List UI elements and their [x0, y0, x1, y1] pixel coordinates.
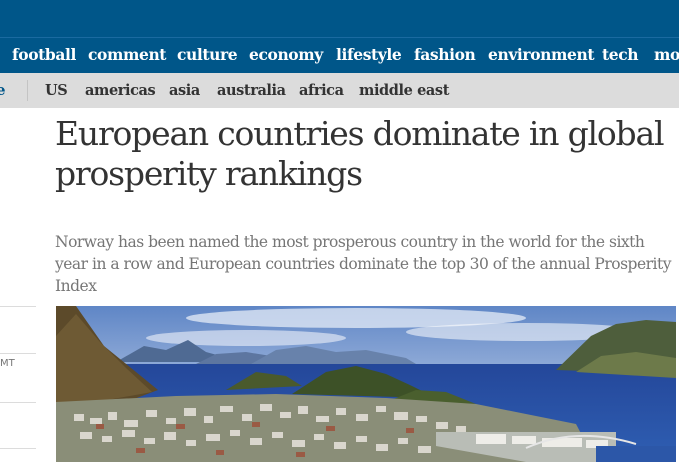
left-sidebar: MT [0, 108, 37, 462]
subnav-edge-fragment[interactable]: e [0, 81, 6, 99]
subnav-item-americas[interactable]: americas [85, 82, 156, 99]
sidebar-divider [0, 448, 36, 449]
main-nav: football comment culture economy lifesty… [0, 37, 679, 73]
subnav-item-australia[interactable]: australia [217, 82, 286, 99]
nav-item-football[interactable]: football [12, 45, 76, 64]
sidebar-divider [0, 306, 36, 307]
sidebar-divider [0, 402, 36, 403]
sidebar-divider [0, 353, 36, 354]
sub-nav: e US americas asia australia africa midd… [0, 73, 679, 108]
nav-item-lifestyle[interactable]: lifestyle [336, 45, 402, 64]
sidebar-timestamp-fragment: MT [0, 358, 15, 369]
subnav-item-africa[interactable]: africa [299, 82, 344, 99]
subnav-item-middle-east[interactable]: middle east [359, 82, 449, 99]
coastal-town-photo [56, 306, 676, 462]
nav-item-tech[interactable]: tech [602, 45, 639, 64]
nav-item-environment[interactable]: environment [488, 45, 595, 64]
nav-item-fashion[interactable]: fashion [414, 45, 476, 64]
masthead-bar [0, 0, 679, 37]
nav-item-culture[interactable]: culture [177, 45, 238, 64]
nav-item-comment[interactable]: comment [88, 45, 167, 64]
nav-item-economy[interactable]: economy [249, 45, 323, 64]
article-main-image [56, 306, 676, 462]
article-headline: European countries dominate in global pr… [55, 114, 665, 193]
subnav-item-asia[interactable]: asia [169, 82, 200, 99]
subnav-item-us[interactable]: US [45, 82, 68, 99]
article-standfirst: Norway has been named the most prosperou… [55, 233, 672, 295]
nav-item-more[interactable]: mo [654, 45, 679, 64]
subnav-divider [27, 80, 28, 101]
